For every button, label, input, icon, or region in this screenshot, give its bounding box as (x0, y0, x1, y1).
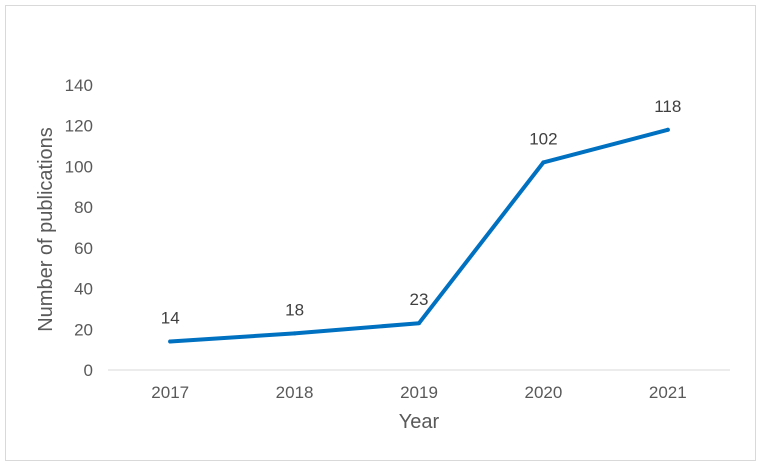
x-tick-label: 2018 (276, 383, 314, 402)
y-tick-label: 140 (65, 76, 93, 95)
x-tick-label: 2019 (400, 383, 438, 402)
y-tick-label: 120 (65, 117, 93, 136)
publications-series-line (168, 127, 670, 344)
y-tick-label: 100 (65, 157, 93, 176)
y-tick-label: 0 (84, 361, 93, 380)
x-tick-label: 2020 (524, 383, 562, 402)
data-point (292, 331, 297, 336)
y-axis-title: Number of publications (35, 127, 57, 332)
data-labels: 14 18 23 102 118 (161, 97, 682, 328)
data-point (168, 339, 173, 344)
data-point (665, 127, 670, 132)
data-point (541, 160, 546, 165)
data-label: 118 (654, 97, 681, 116)
chart-area (5, 5, 756, 461)
x-axis-ticks: 2017 2018 2019 2020 2021 (151, 383, 686, 402)
data-label: 18 (285, 300, 304, 319)
y-tick-label: 40 (74, 280, 93, 299)
x-tick-label: 2017 (151, 383, 189, 402)
x-axis-title: Year (399, 411, 440, 433)
y-axis-ticks: 0 20 40 60 80 100 120 140 (65, 76, 93, 380)
x-tick-label: 2021 (649, 383, 687, 402)
y-tick-label: 80 (74, 198, 93, 217)
y-tick-label: 20 (74, 320, 93, 339)
data-label: 14 (161, 309, 180, 328)
data-point (417, 321, 421, 326)
y-tick-label: 60 (74, 239, 93, 258)
data-points (168, 127, 670, 344)
data-label: 23 (410, 290, 429, 309)
data-label: 102 (529, 129, 557, 148)
